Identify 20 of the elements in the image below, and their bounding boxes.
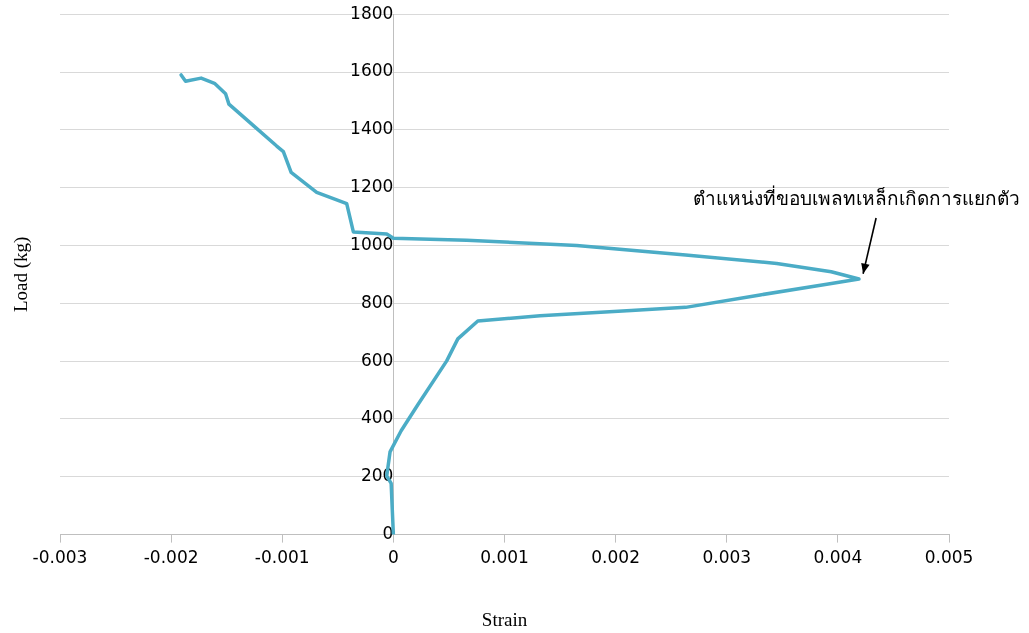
annotation: ตำแหน่งที่ขอบเพลทเหล็กเกิดการแยกตัว — [693, 184, 1020, 209]
y-tick-label: 0 — [382, 523, 394, 544]
x-tick-label: 0.004 — [813, 547, 863, 568]
y-tick-label: 1200 — [350, 176, 394, 197]
x-tick-label: 0.003 — [702, 547, 752, 568]
y-tick-label: 1600 — [350, 60, 394, 81]
y-tick-label: 400 — [360, 407, 394, 428]
x-tick-label: 0.001 — [480, 547, 529, 568]
y-tick-label: 1000 — [350, 233, 394, 254]
x-tick-label: -0.001 — [254, 547, 310, 568]
x-axis-title: Strain — [481, 608, 528, 630]
x-tick-label: -0.003 — [32, 547, 88, 568]
y-axis-title: Load (kg) — [9, 236, 32, 313]
x-tick-label: 0.005 — [924, 547, 974, 568]
y-tick-label: 1400 — [350, 118, 394, 139]
x-tick-label: -0.002 — [143, 547, 199, 568]
y-tick-label: 800 — [360, 291, 394, 312]
y-tick-label: 1800 — [350, 2, 394, 23]
x-tick-label: 0.002 — [591, 547, 640, 568]
y-tick-label: 600 — [360, 349, 394, 370]
